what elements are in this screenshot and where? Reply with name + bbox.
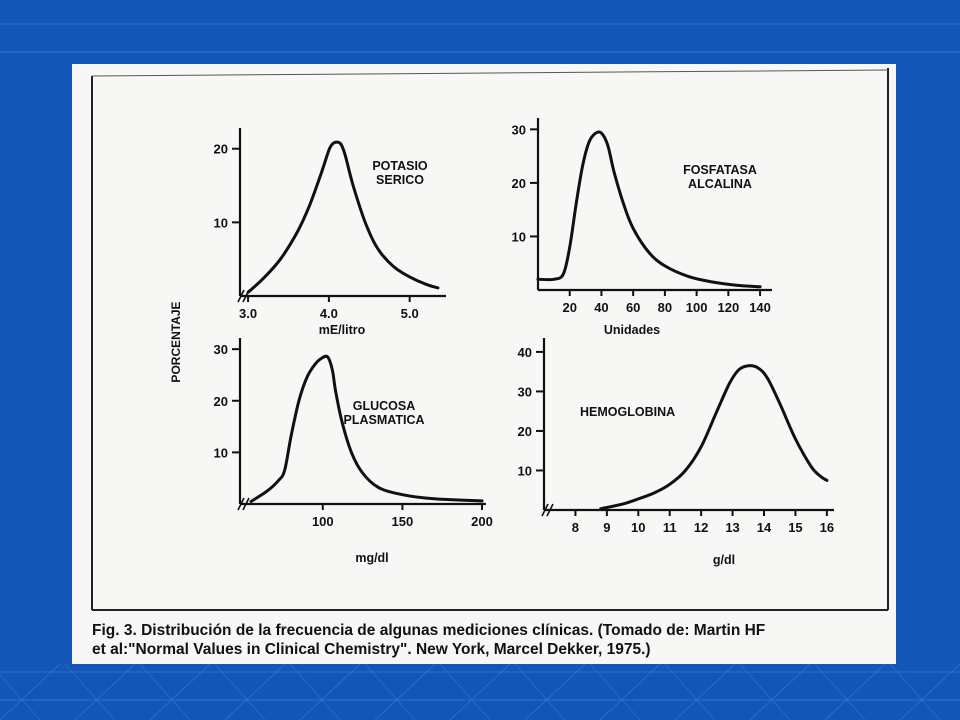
- y-tick-label-4-2: 30: [518, 384, 532, 399]
- figure-caption: Fig. 3. Distribución de la frecuencia de…: [92, 621, 882, 659]
- chart-annotation-4-0: HEMOGLOBINA: [580, 405, 675, 419]
- scanned-figure: PORCENTAJE 10 20 3.0 4.0 5.0 mE/litro POTASIO SE…: [72, 64, 896, 664]
- distribution-curve-3: [249, 354, 484, 503]
- x-axis-label-2: Unidades: [604, 323, 660, 337]
- axis-break-a-1: [237, 289, 245, 303]
- y-tick-label-2-0: 10: [512, 229, 526, 244]
- y-tick-label-2-1: 20: [512, 176, 526, 191]
- bg-line-diag2-0: [0, 674, 41, 720]
- chart-annotation-1-0: POTASIO: [372, 159, 428, 173]
- bg-line-diag-10: [749, 663, 811, 720]
- chart-annotation-3-1: PLASMATICA: [343, 413, 424, 427]
- bg-line-diag-6: [449, 663, 511, 720]
- x-tick-label-4-6: 14: [757, 520, 772, 535]
- bg-line-diag-5: [374, 663, 436, 720]
- x-tick-label-4-0: 8: [572, 520, 579, 535]
- x-tick-label-2-1: 40: [594, 300, 608, 315]
- distribution-curve-2: [536, 130, 762, 289]
- chart-annotation-3-0: GLUCOSA: [353, 399, 416, 413]
- axis-break-a-4: [541, 503, 549, 517]
- y-tick-label-4-1: 20: [518, 424, 532, 439]
- bg-line-diag2-2: [139, 663, 191, 720]
- x-tick-label-1-0: 3.0: [239, 306, 257, 321]
- x-tick-label-1-1: 4.0: [320, 306, 338, 321]
- x-tick-label-2-3: 80: [658, 300, 672, 315]
- x-axis-label-1: mE/litro: [319, 323, 366, 337]
- x-tick-label-4-4: 12: [694, 520, 708, 535]
- bg-line-diag2-10: [739, 663, 791, 720]
- bg-line-diag-3: [224, 663, 286, 720]
- x-tick-label-2-6: 140: [749, 300, 771, 315]
- bg-line-diag-0: [0, 663, 61, 720]
- y-tick-label-4-0: 10: [518, 463, 532, 478]
- caption-prefix: Fig. 3.: [92, 622, 137, 639]
- bg-line-diag2-12: [889, 663, 941, 720]
- bg-line-diag2-3: [214, 663, 266, 720]
- y-tick-label-3-0: 10: [214, 445, 228, 460]
- x-tick-label-2-0: 20: [562, 300, 576, 315]
- x-axis-label-3: mg/dl: [355, 551, 388, 565]
- frame-top: [91, 69, 889, 77]
- x-tick-label-4-5: 13: [725, 520, 739, 535]
- x-tick-label-4-3: 11: [663, 520, 677, 535]
- x-tick-label-3-1: 150: [392, 514, 414, 529]
- chart-panel-2: 10 20 30 20 40 60 80 100 120 140 Unidades FOSFATASA…: [512, 118, 772, 337]
- x-axis-label-4: g/dl: [713, 553, 735, 567]
- bg-line-diag-9: [674, 663, 736, 720]
- bg-line-diag2-8: [589, 663, 641, 720]
- x-tick-label-1-2: 5.0: [401, 306, 419, 321]
- y-tick-label-2-2: 30: [512, 122, 526, 137]
- chart-annotation-2-1: ALCALINA: [688, 177, 752, 191]
- bg-line-diag2-4: [289, 663, 341, 720]
- caption-line-1: Distribución de la frecuencia de algunas…: [136, 622, 766, 639]
- x-tick-label-4-7: 15: [788, 520, 802, 535]
- y-tick-label-3-2: 30: [214, 342, 228, 357]
- bg-line-diag-8: [599, 663, 661, 720]
- bg-line-diag2-7: [514, 663, 566, 720]
- y-tick-label-1-1: 20: [214, 142, 228, 157]
- distribution-curve-4: [599, 364, 829, 511]
- x-tick-label-2-2: 60: [626, 300, 640, 315]
- x-tick-label-2-5: 120: [717, 300, 739, 315]
- axis-break-a-3: [237, 497, 245, 511]
- y-axis-label: PORCENTAJE: [169, 301, 183, 382]
- bg-line-diag2-1: [64, 663, 116, 720]
- x-tick-label-4-8: 16: [820, 520, 834, 535]
- bg-line-diag-7: [524, 663, 586, 720]
- distribution-curve-1: [246, 140, 440, 294]
- bg-line-diag2-6: [439, 663, 491, 720]
- axis-break-b-3: [242, 497, 250, 511]
- axis-break-b-4: [546, 503, 554, 517]
- x-tick-label-4-2: 10: [631, 520, 645, 535]
- caption-line-2: et al:"Normal Values in Clinical Chemist…: [92, 641, 651, 658]
- x-tick-label-3-0: 100: [312, 514, 334, 529]
- chart-panel-4: 10 20 30 40 8 9 10 11 12 13 14 15 16 g/dl HEMOGLOBINA: [518, 338, 834, 567]
- bg-line-diag-11: [824, 663, 886, 720]
- bg-line-diag2-5: [364, 663, 416, 720]
- bg-line-diag-4: [299, 663, 361, 720]
- bg-line-diag-2: [149, 663, 211, 720]
- bg-line-diag2-9: [664, 663, 716, 720]
- chart-annotation-2-0: FOSFATASA: [683, 163, 757, 177]
- x-tick-label-4-1: 9: [603, 520, 610, 535]
- y-tick-label-3-1: 20: [214, 394, 228, 409]
- y-tick-label-1-0: 10: [214, 215, 228, 230]
- bg-line-diag-12: [899, 663, 960, 720]
- bg-line-diag-1: [74, 663, 136, 720]
- bg-line-diag2-11: [814, 663, 866, 720]
- x-tick-label-2-4: 100: [686, 300, 708, 315]
- figure-charts: PORCENTAJE 10 20 3.0 4.0 5.0 mE/litro POTASIOSE…: [91, 68, 889, 611]
- x-tick-label-3-2: 200: [471, 514, 493, 529]
- y-tick-label-4-3: 40: [518, 345, 532, 360]
- chart-annotation-1-1: SERICO: [376, 173, 424, 187]
